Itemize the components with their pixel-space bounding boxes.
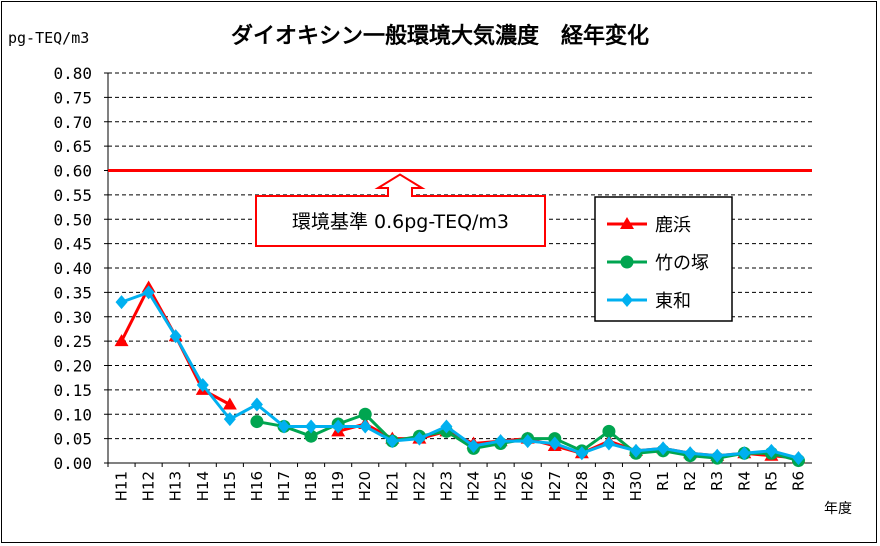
legend-label: 東和 <box>655 291 691 312</box>
x-tick-label: R1 <box>654 471 672 491</box>
y-tick-label: 0.35 <box>53 283 92 302</box>
x-tick-label: H16 <box>248 471 266 501</box>
x-tick-label: H11 <box>113 471 131 501</box>
x-tick-label: H21 <box>383 471 401 501</box>
legend-marker <box>620 217 634 229</box>
data-point <box>521 434 534 449</box>
data-point <box>602 424 616 438</box>
y-tick-label: 0.60 <box>53 162 92 181</box>
x-tick-label: R6 <box>789 471 807 491</box>
x-tick-label: H19 <box>329 471 347 501</box>
data-point <box>115 295 128 310</box>
y-tick-label: 0.40 <box>53 259 92 278</box>
data-point <box>250 415 264 429</box>
y-tick-label: 0.20 <box>53 357 92 376</box>
x-tick-label: H30 <box>627 471 645 501</box>
x-tick-label: H17 <box>275 471 293 501</box>
x-tick-label: H12 <box>140 471 158 501</box>
x-tick-label: H20 <box>356 471 374 501</box>
x-tick-label: H22 <box>410 471 428 501</box>
x-tick-label: H23 <box>437 471 455 501</box>
x-tick-label: H28 <box>573 471 591 501</box>
annotation-callout <box>255 173 546 247</box>
data-point <box>222 397 237 410</box>
y-tick-label: 0.30 <box>53 308 92 327</box>
y-tick-label: 0.25 <box>53 332 92 351</box>
legend-marker <box>620 255 634 269</box>
data-point <box>413 431 426 446</box>
x-tick-label: H25 <box>492 471 510 501</box>
y-tick-label: 0.55 <box>53 186 92 205</box>
data-point <box>278 419 290 434</box>
data-point <box>602 436 615 451</box>
chart-title: ダイオキシン一般環境大気濃度 経年変化 <box>231 23 649 49</box>
legend-marker <box>621 293 633 307</box>
data-point <box>792 451 805 466</box>
legend-label: 鹿浜 <box>655 215 691 236</box>
data-point <box>386 434 399 449</box>
x-tick-label: H15 <box>221 471 239 501</box>
data-point <box>548 436 561 451</box>
data-point <box>196 378 209 392</box>
y-tick-label: 0.70 <box>53 113 92 132</box>
data-point <box>358 407 372 421</box>
annotation-text: 環境基準 0.6pg-TEQ/m3 <box>292 211 509 233</box>
data-point <box>630 443 642 458</box>
data-point <box>440 419 453 434</box>
data-point <box>223 412 236 427</box>
y-tick-label: 0.50 <box>53 210 92 229</box>
data-point <box>250 397 263 412</box>
data-point <box>142 285 155 300</box>
x-tick-label: R3 <box>708 471 726 491</box>
y-axis-label: pg-TEQ/m3 <box>8 29 89 47</box>
data-point <box>169 329 182 344</box>
y-tick-label: 0.05 <box>53 430 92 449</box>
y-tick-label: 0.75 <box>53 88 92 107</box>
data-point <box>494 434 507 449</box>
data-point <box>765 443 778 458</box>
data-point <box>684 446 697 461</box>
x-tick-label: H18 <box>302 471 320 501</box>
x-tick-label: R5 <box>762 471 780 491</box>
legend-label: 竹の塚 <box>655 253 709 274</box>
x-tick-label: H29 <box>600 471 618 501</box>
x-tick-label: H27 <box>546 471 564 501</box>
data-point <box>359 419 372 434</box>
data-point <box>575 446 588 461</box>
data-point <box>332 419 345 434</box>
x-tick-label: H24 <box>465 471 483 501</box>
data-point <box>304 429 318 443</box>
series-diamond <box>115 285 805 466</box>
x-tick-label: H13 <box>167 471 185 501</box>
x-tick-label: H26 <box>519 471 537 501</box>
data-point <box>305 419 318 434</box>
y-tick-label: 0.00 <box>53 454 92 473</box>
y-tick-label: 0.10 <box>53 405 92 424</box>
y-tick-label: 0.15 <box>53 381 92 400</box>
y-tick-label: 0.65 <box>53 137 92 156</box>
data-point <box>467 438 480 453</box>
data-point <box>738 446 751 461</box>
y-tick-label: 0.45 <box>53 235 92 254</box>
x-axis-label: 年度 <box>824 501 852 517</box>
data-point <box>657 441 670 456</box>
x-tick-label: R2 <box>681 471 699 491</box>
x-tick-label: H14 <box>194 471 212 501</box>
data-point <box>114 334 129 347</box>
data-point <box>711 448 724 463</box>
x-tick-label: R4 <box>735 471 753 491</box>
y-tick-label: 0.80 <box>53 64 92 83</box>
